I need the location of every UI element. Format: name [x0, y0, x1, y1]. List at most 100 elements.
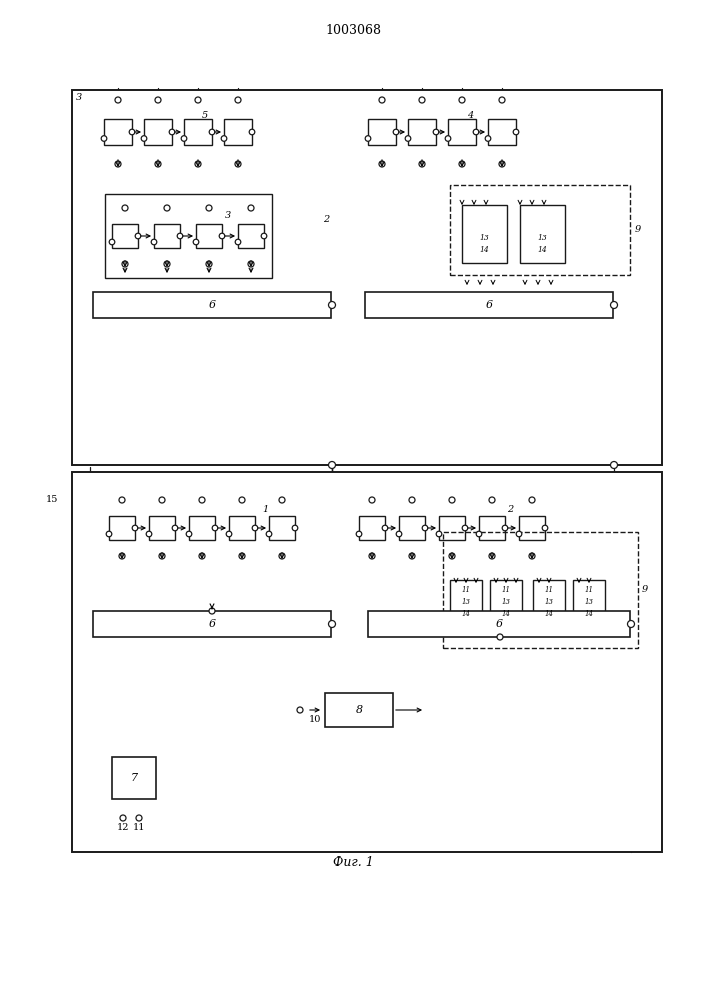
- Text: 13: 13: [585, 598, 593, 606]
- Circle shape: [248, 261, 254, 267]
- Circle shape: [513, 129, 519, 135]
- Bar: [238, 224, 264, 248]
- Text: 6: 6: [209, 619, 216, 629]
- Bar: [196, 224, 222, 248]
- Circle shape: [235, 161, 241, 167]
- Circle shape: [436, 531, 442, 537]
- Circle shape: [193, 239, 199, 245]
- Text: 6: 6: [209, 300, 216, 310]
- Circle shape: [379, 97, 385, 103]
- Circle shape: [212, 525, 218, 531]
- Text: 7: 7: [130, 773, 138, 783]
- Circle shape: [248, 205, 254, 211]
- Circle shape: [155, 161, 161, 167]
- Text: 11: 11: [501, 586, 510, 594]
- Bar: [439, 516, 465, 540]
- Text: 14: 14: [537, 246, 547, 254]
- Circle shape: [169, 129, 175, 135]
- Circle shape: [164, 261, 170, 267]
- Circle shape: [529, 553, 535, 559]
- Bar: [224, 119, 252, 145]
- Circle shape: [122, 205, 128, 211]
- Circle shape: [542, 525, 548, 531]
- Text: 11: 11: [462, 586, 470, 594]
- Bar: [269, 516, 295, 540]
- Text: 8: 8: [356, 705, 363, 715]
- Circle shape: [499, 161, 505, 167]
- Text: 1: 1: [262, 506, 268, 514]
- Circle shape: [199, 553, 205, 559]
- Circle shape: [195, 161, 201, 167]
- Circle shape: [485, 136, 491, 141]
- Circle shape: [529, 497, 535, 503]
- Circle shape: [132, 525, 138, 531]
- Circle shape: [249, 129, 255, 135]
- Text: 11: 11: [544, 586, 554, 594]
- Circle shape: [419, 161, 425, 167]
- Circle shape: [279, 553, 285, 559]
- Circle shape: [459, 161, 465, 167]
- Circle shape: [181, 136, 187, 141]
- Bar: [112, 224, 138, 248]
- Circle shape: [219, 233, 225, 239]
- Circle shape: [473, 129, 479, 135]
- Bar: [399, 516, 425, 540]
- Circle shape: [459, 97, 465, 103]
- Bar: [105, 194, 272, 278]
- Bar: [112, 757, 156, 799]
- Bar: [479, 516, 505, 540]
- Text: 13: 13: [479, 234, 489, 242]
- Text: 13: 13: [462, 598, 470, 606]
- Circle shape: [101, 136, 107, 141]
- Circle shape: [422, 525, 428, 531]
- Circle shape: [173, 525, 177, 531]
- Circle shape: [141, 136, 147, 141]
- Circle shape: [119, 553, 125, 559]
- Text: 2: 2: [507, 506, 513, 514]
- Text: 6: 6: [496, 619, 503, 629]
- Circle shape: [516, 531, 522, 537]
- Circle shape: [419, 97, 425, 103]
- Text: 11: 11: [585, 586, 593, 594]
- Circle shape: [329, 302, 336, 308]
- Text: 3: 3: [76, 94, 82, 103]
- Circle shape: [462, 525, 468, 531]
- Text: 13: 13: [501, 598, 510, 606]
- Circle shape: [611, 302, 617, 308]
- Circle shape: [106, 531, 112, 537]
- Circle shape: [159, 497, 165, 503]
- Circle shape: [449, 497, 455, 503]
- Circle shape: [120, 815, 126, 821]
- Text: 14: 14: [585, 610, 593, 618]
- Circle shape: [155, 97, 161, 103]
- Bar: [462, 205, 507, 263]
- Bar: [189, 516, 215, 540]
- Circle shape: [405, 136, 411, 141]
- Circle shape: [379, 161, 385, 167]
- Bar: [72, 90, 662, 465]
- Circle shape: [611, 462, 617, 468]
- Circle shape: [195, 97, 201, 103]
- Text: 12: 12: [117, 824, 129, 832]
- Circle shape: [206, 205, 212, 211]
- Circle shape: [382, 525, 388, 531]
- Text: 3: 3: [225, 212, 231, 221]
- Circle shape: [252, 525, 258, 531]
- Circle shape: [235, 239, 241, 245]
- Circle shape: [206, 261, 212, 267]
- Circle shape: [199, 497, 205, 503]
- Bar: [488, 119, 516, 145]
- Text: 14: 14: [479, 246, 489, 254]
- Circle shape: [115, 161, 121, 167]
- Bar: [443, 532, 638, 648]
- Text: 1003068: 1003068: [325, 23, 381, 36]
- Bar: [450, 185, 630, 275]
- Bar: [365, 292, 613, 318]
- Text: 4: 4: [467, 111, 473, 120]
- Circle shape: [628, 620, 634, 628]
- Bar: [519, 516, 545, 540]
- Circle shape: [186, 531, 192, 537]
- Circle shape: [329, 462, 336, 468]
- Bar: [450, 580, 482, 635]
- Circle shape: [292, 525, 298, 531]
